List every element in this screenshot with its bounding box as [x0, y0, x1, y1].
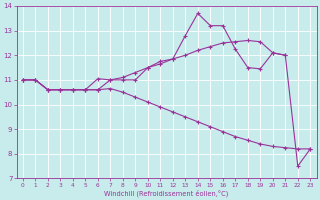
X-axis label: Windchill (Refroidissement éolien,°C): Windchill (Refroidissement éolien,°C)	[104, 189, 229, 197]
